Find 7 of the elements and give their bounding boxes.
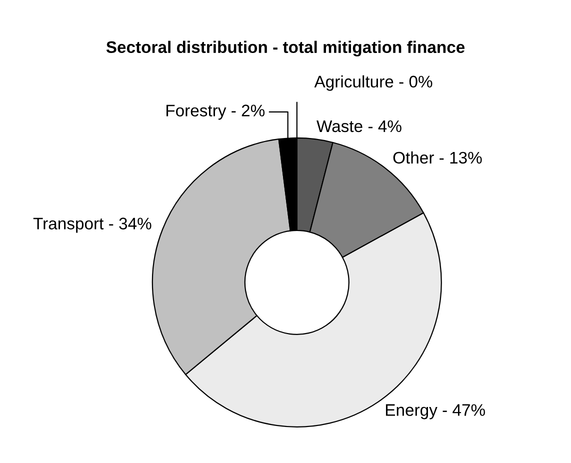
category-label: Agriculture - 0% xyxy=(314,75,432,91)
chart-title: Sectoral distribution - total mitigation finance xyxy=(106,40,465,56)
slice-label: Transport - 34% xyxy=(33,218,152,233)
slice-label: Forestry - 2% xyxy=(166,104,265,120)
slice-label: Energy - 47% xyxy=(386,404,485,420)
slice-label: Waste - 4% xyxy=(316,120,402,132)
slice-label: Other - 13% xyxy=(393,151,482,164)
